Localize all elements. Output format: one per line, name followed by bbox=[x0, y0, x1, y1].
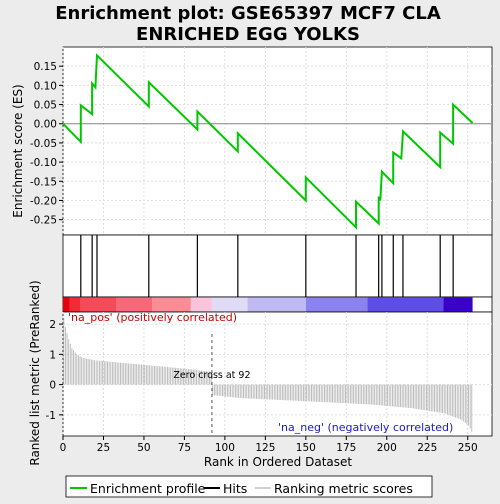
heatbar-segment bbox=[211, 297, 248, 312]
heatbar-segment bbox=[116, 297, 153, 312]
heatbar-segments bbox=[63, 297, 473, 312]
es-y-tick-label: -0.05 bbox=[30, 138, 57, 150]
heatbar-segment bbox=[63, 297, 70, 312]
positive-correlation-label: 'na_pos' (positively correlated) bbox=[68, 311, 237, 324]
es-y-tick-label: -0.25 bbox=[30, 215, 57, 227]
es-plot-area bbox=[62, 46, 493, 236]
ranked-x-tick-label: 0 bbox=[60, 442, 67, 454]
heatbar-segment bbox=[69, 297, 81, 312]
heatbar-segment bbox=[305, 297, 368, 312]
es-y-tick-label: -0.20 bbox=[30, 195, 57, 207]
hits-panel bbox=[62, 234, 493, 298]
es-y-ticks: -0.25 -0.20 -0.15 -0.10 -0.05 0.00 0.05 0.10 0.1… bbox=[30, 61, 63, 227]
heatbar-segment bbox=[152, 297, 191, 312]
es-y-tick-label: 0.05 bbox=[34, 100, 57, 112]
ranked-x-ticks: 0 25 50 75 100 125 150 175 200 225 250 bbox=[60, 436, 478, 454]
ranked-x-tick-label: 200 bbox=[377, 442, 397, 454]
legend-box bbox=[65, 475, 433, 498]
legend: Enrichment profile Hits Ranking metric s… bbox=[65, 475, 433, 498]
negative-correlation-label: 'na_neg' (negatively correlated) bbox=[278, 421, 453, 434]
ranked-y-tick-label: 1 bbox=[49, 349, 56, 361]
es-y-tick-label: 0.00 bbox=[34, 119, 57, 131]
ranked-x-tick-label: 25 bbox=[97, 442, 110, 454]
chart-title-line-2: ENRICHED EGG YOLKS bbox=[136, 24, 360, 45]
heatbar-segment bbox=[443, 297, 473, 312]
ranked-plot-area bbox=[62, 311, 493, 437]
rank-heatbar bbox=[62, 296, 493, 313]
ranked-grid bbox=[62, 312, 492, 436]
es-y-tick-label: 0.10 bbox=[34, 80, 57, 92]
ranked-x-tick-label: 150 bbox=[296, 442, 316, 454]
es-y-tick-label: 0.15 bbox=[34, 61, 57, 73]
es-y-tick-label: -0.15 bbox=[30, 176, 57, 188]
ranked-y-tick-label: -1 bbox=[46, 410, 56, 422]
ranked-x-tick-label: 250 bbox=[458, 442, 478, 454]
zero-cross-label: Zero cross at 92 bbox=[173, 370, 250, 381]
legend-enrichment-label: Enrichment profile bbox=[90, 481, 206, 496]
es-panel: -0.25 -0.20 -0.15 -0.10 -0.05 0.00 0.05 0.10 0.1… bbox=[11, 46, 493, 236]
chart-title-line-1: Enrichment plot: GSE65397 MCF7 CLA bbox=[55, 3, 441, 24]
heatbar-segment bbox=[247, 297, 306, 312]
ranked-y-axis-label: Ranked list metric (PreRanked) bbox=[28, 280, 42, 465]
ranked-metric-panel: Zero cross at 92 'na_pos' (positively co… bbox=[28, 280, 493, 469]
ranking-metric-bars bbox=[63, 318, 473, 432]
hit-markers bbox=[80, 235, 454, 297]
enrichment-profile-line bbox=[62, 53, 474, 230]
legend-ranking-label: Ranking metric scores bbox=[274, 481, 413, 496]
ranked-y-ticks: -1 0 1 2 bbox=[46, 319, 63, 422]
ranked-x-axis-label: Rank in Ordered Dataset bbox=[204, 455, 352, 469]
es-y-tick-label: -0.10 bbox=[30, 157, 57, 169]
ranked-x-tick-label: 125 bbox=[255, 442, 275, 454]
ranked-x-tick-label: 50 bbox=[137, 442, 150, 454]
ranked-x-tick-label: 100 bbox=[215, 442, 235, 454]
heatbar-segment bbox=[367, 297, 444, 312]
ranked-x-tick-label: 75 bbox=[178, 442, 191, 454]
ranked-x-tick-label: 225 bbox=[417, 442, 437, 454]
ranked-y-tick-label: 2 bbox=[49, 319, 56, 331]
hits-plot-area bbox=[62, 234, 493, 298]
heatbar-segment bbox=[80, 297, 117, 312]
heatbar-segment bbox=[190, 297, 212, 312]
ranked-x-tick-label: 175 bbox=[336, 442, 356, 454]
ranked-y-tick-label: 0 bbox=[49, 380, 56, 392]
es-y-axis-label: Enrichment score (ES) bbox=[11, 84, 25, 217]
legend-hits-label: Hits bbox=[223, 481, 247, 496]
